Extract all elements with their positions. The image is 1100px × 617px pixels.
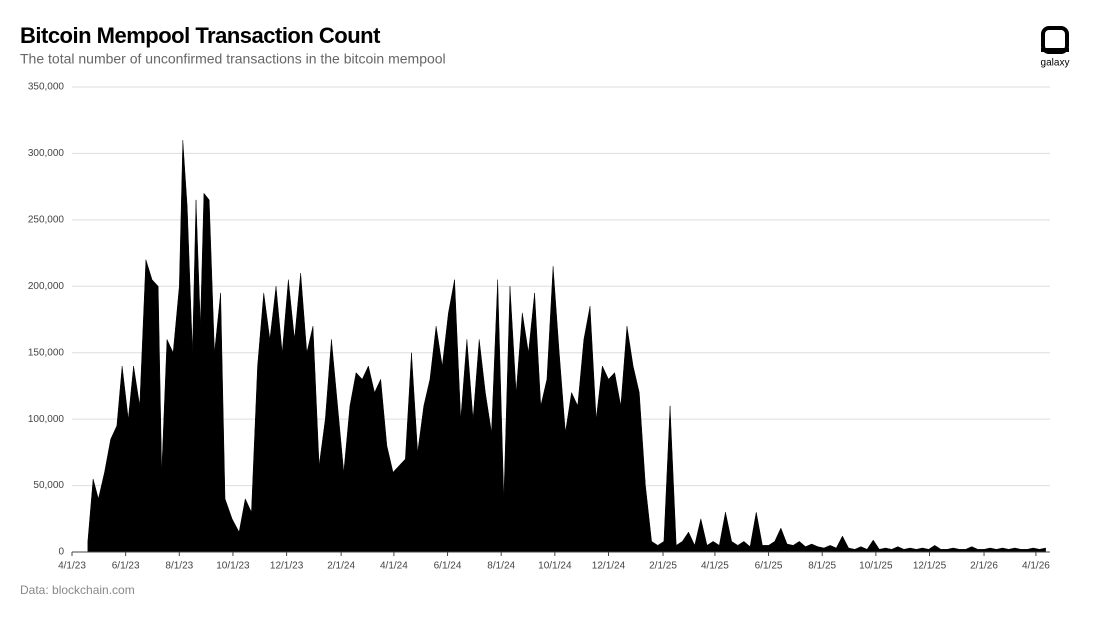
x-tick-label: 6/1/23 (112, 561, 140, 572)
x-tick-label: 10/1/23 (216, 561, 250, 572)
x-tick-label: 8/1/24 (487, 561, 515, 572)
y-tick-label: 200,000 (28, 281, 65, 292)
x-tick-label: 12/1/23 (270, 561, 304, 572)
x-tick-label: 6/1/24 (434, 561, 462, 572)
x-tick-label: 12/1/25 (913, 561, 947, 572)
source-note: Data: blockchain.com (20, 583, 135, 597)
x-tick-label: 4/1/26 (1022, 561, 1050, 572)
x-tick-label: 8/1/23 (165, 561, 193, 572)
x-tick-label: 10/1/25 (859, 561, 893, 572)
x-tick-label: 2/1/26 (970, 561, 998, 572)
chart-subtitle: The total number of unconfirmed transact… (20, 51, 446, 67)
y-tick-label: 150,000 (28, 347, 65, 358)
x-tick-label: 4/1/23 (58, 561, 86, 572)
x-tick-label: 6/1/25 (755, 561, 783, 572)
y-tick-label: 300,000 (28, 148, 65, 159)
logo-base (1041, 48, 1069, 52)
x-tick-label: 2/1/25 (649, 561, 677, 572)
x-tick-label: 2/1/24 (327, 561, 355, 572)
x-tick-label: 12/1/24 (592, 561, 626, 572)
logo-text: galaxy (1041, 58, 1070, 69)
x-tick-label: 4/1/25 (701, 561, 729, 572)
y-tick-label: 250,000 (28, 214, 65, 225)
y-tick-label: 100,000 (28, 414, 65, 425)
y-tick-label: 0 (58, 547, 64, 558)
y-tick-label: 350,000 (28, 82, 65, 93)
x-tick-label: 8/1/25 (808, 561, 836, 572)
chart-title: Bitcoin Mempool Transaction Count (20, 23, 381, 48)
x-tick-label: 10/1/24 (538, 561, 572, 572)
area (87, 140, 1046, 553)
y-tick-label: 50,000 (33, 480, 64, 491)
x-tick-label: 4/1/24 (380, 561, 408, 572)
